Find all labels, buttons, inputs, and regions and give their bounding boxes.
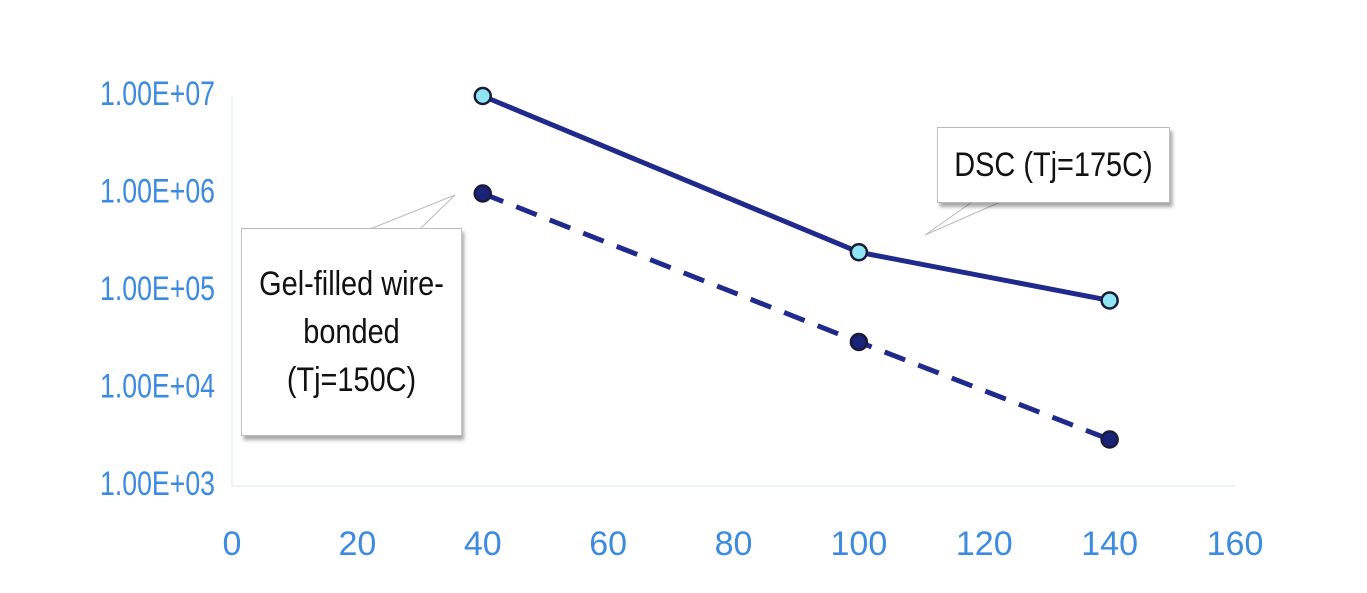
data-point [1100,430,1119,449]
series-label: DSC (Tj=175C) [937,127,1170,203]
x-tick-label: 100 [831,525,888,563]
data-point [1100,291,1119,310]
x-tick-label: 0 [223,525,242,563]
x-tick-label: 40 [464,525,502,563]
x-tick-label: 160 [1207,525,1264,563]
x-tick-label: 80 [715,525,753,563]
y-tick-label: 1.00E+04 [100,367,215,405]
x-tick-label: 60 [589,525,627,563]
x-tick-label: 120 [956,525,1013,563]
y-tick-label: 1.00E+06 [100,172,215,210]
data-point [473,184,492,203]
data-point [473,86,492,106]
data-point [849,332,869,352]
x-tick-label: 140 [1081,525,1138,563]
y-tick-label: 1.00E+03 [100,465,215,503]
callout-pointer [924,199,1006,236]
y-tick-label: 1.00E+07 [100,75,215,113]
x-tick-label: 20 [338,525,376,563]
callout-pointer [369,194,456,230]
series-label: Gel-filled wire-bonded (Tj=150C) [241,228,462,436]
series-line [481,191,1111,442]
data-point [849,242,869,262]
y-tick-label: 1.00E+05 [100,270,215,308]
